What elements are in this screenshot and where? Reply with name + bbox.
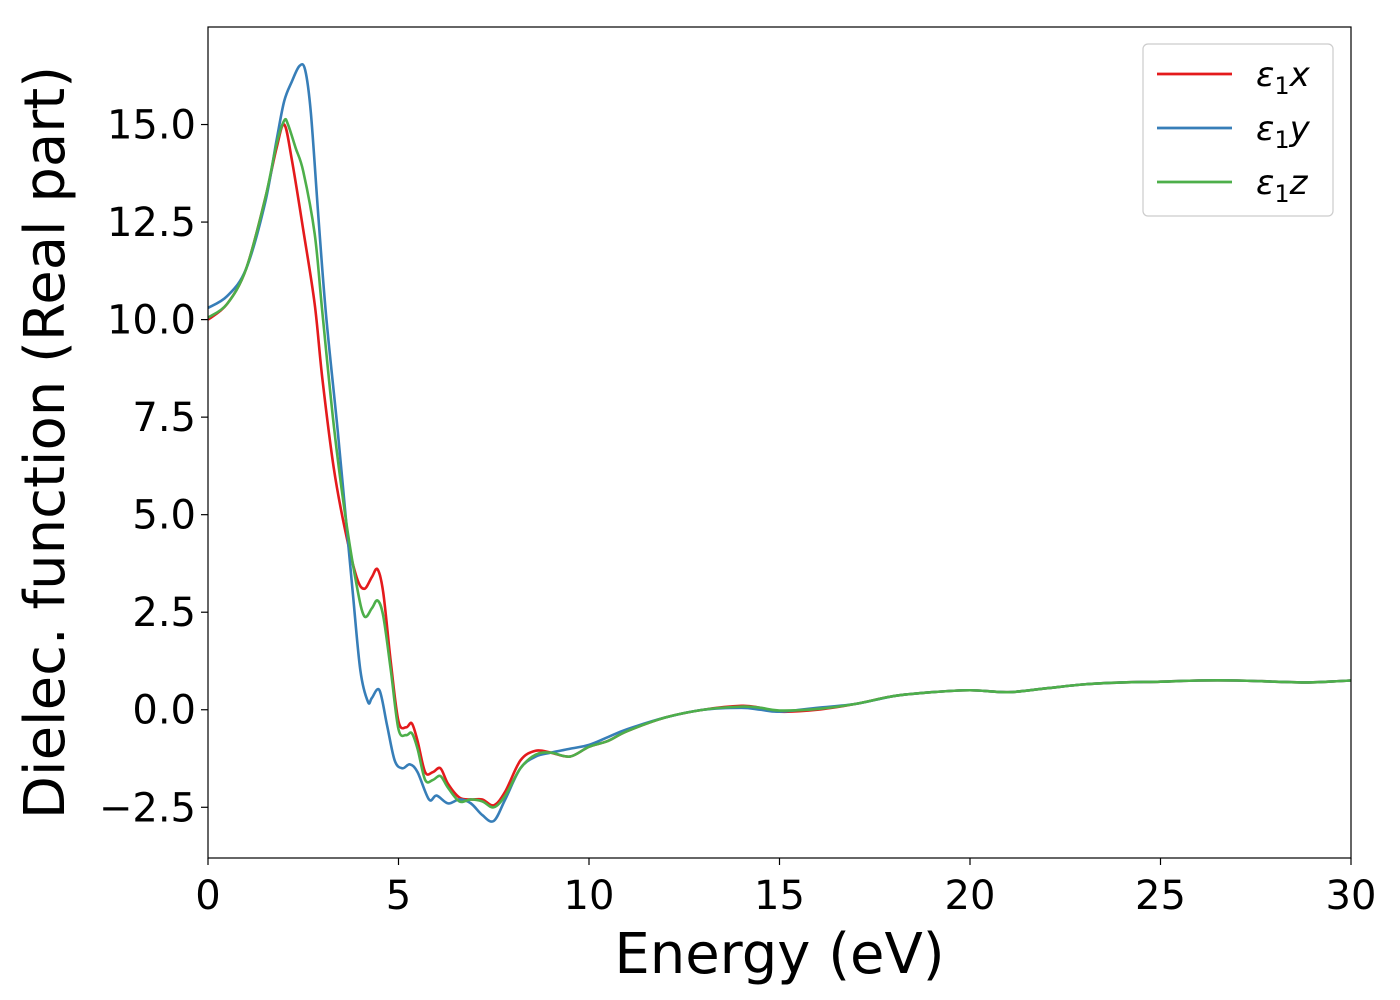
y-tick-label: 10.0 <box>107 298 196 344</box>
y-tick-label: 5.0 <box>132 493 196 539</box>
y-tick-label: 12.5 <box>107 200 196 246</box>
x-tick-label: 30 <box>1326 873 1377 919</box>
series-layer <box>208 63 1351 823</box>
x-tick-label: 0 <box>195 873 220 919</box>
x-tick-label: 5 <box>386 873 411 919</box>
legend-label-z: ε1z <box>1256 163 1309 208</box>
legend-box <box>1142 43 1334 217</box>
x-axis-ticks: 0 5 10 15 20 25 30 <box>195 858 1376 919</box>
legend: ε1x ε1y ε1z <box>1142 43 1334 217</box>
y-axis-title: Dielec. function (Real part) <box>13 66 78 819</box>
x-tick-label: 15 <box>754 873 805 919</box>
x-tick-label: 25 <box>1135 873 1186 919</box>
x-axis-title: Energy (eV) <box>614 922 944 987</box>
y-tick-label: 2.5 <box>132 590 196 636</box>
y-tick-label: −2.5 <box>99 785 196 831</box>
x-tick-label: 10 <box>564 873 615 919</box>
y-tick-label: 15.0 <box>107 103 196 149</box>
y-axis-ticks: −2.5 0.0 2.5 5.0 7.5 10.0 12.5 15.0 <box>99 103 208 831</box>
y-tick-label: 7.5 <box>132 395 196 441</box>
legend-label-x: ε1x <box>1256 55 1311 100</box>
series-line-z <box>208 117 1351 809</box>
y-tick-label: 0.0 <box>132 688 196 734</box>
x-tick-label: 20 <box>945 873 996 919</box>
legend-label-y: ε1y <box>1256 109 1311 154</box>
